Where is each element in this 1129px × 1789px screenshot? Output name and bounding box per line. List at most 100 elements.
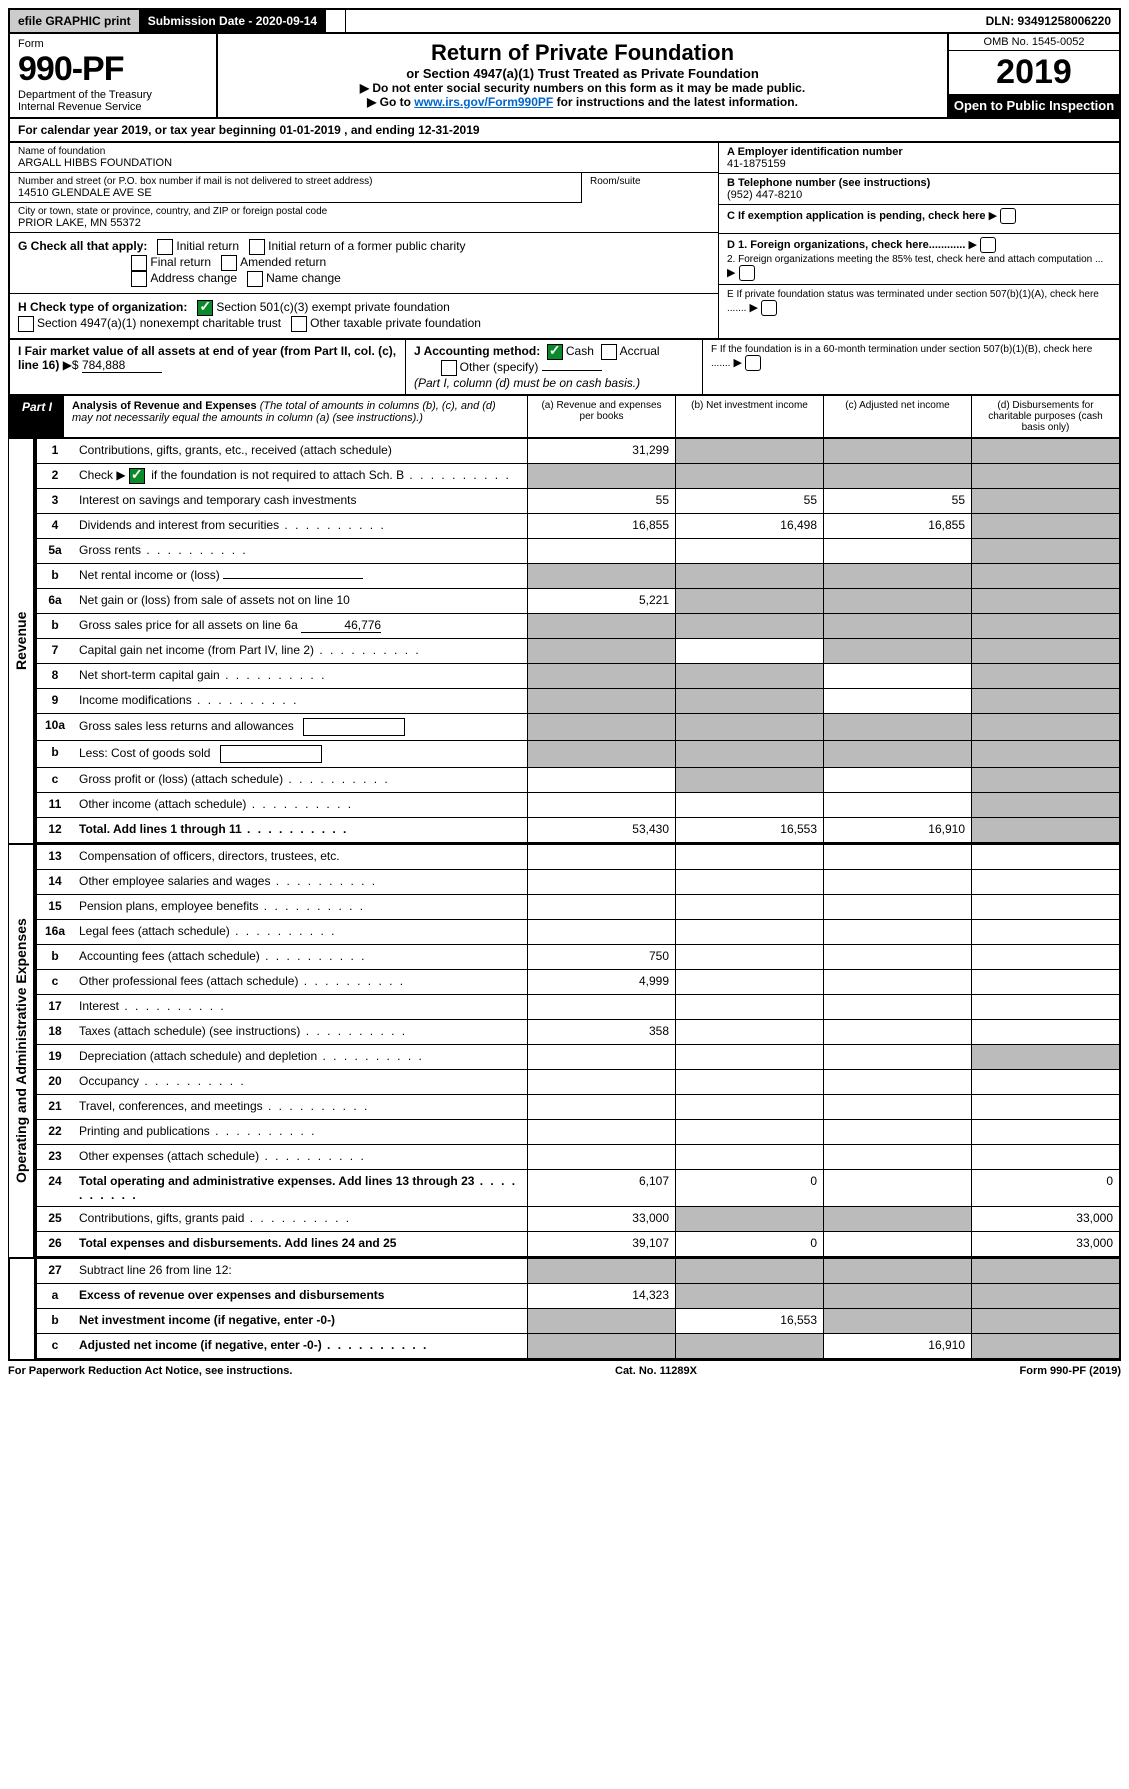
col-c-cell <box>823 1020 971 1044</box>
exemption-pending-checkbox[interactable] <box>1000 208 1016 224</box>
dept-irs: Internal Revenue Service <box>18 101 208 113</box>
col-b-cell <box>675 1020 823 1044</box>
col-b-cell <box>675 439 823 463</box>
col-c-cell <box>823 945 971 969</box>
table-row: c Adjusted net income (if negative, ente… <box>35 1334 1121 1359</box>
table-row: 25 Contributions, gifts, grants paid 33,… <box>35 1207 1121 1232</box>
h-check-row: H Check type of organization: Section 50… <box>10 293 718 338</box>
col-a-cell <box>527 1120 675 1144</box>
cash-checkbox[interactable] <box>547 344 563 360</box>
col-a-cell: 4,999 <box>527 970 675 994</box>
col-d-cell <box>971 1120 1119 1144</box>
form-label: Form <box>18 38 208 50</box>
col-b-cell <box>675 639 823 663</box>
col-a-cell: 33,000 <box>527 1207 675 1231</box>
line-desc: Contributions, gifts, grants paid <box>73 1207 527 1231</box>
501c3-checkbox[interactable] <box>197 300 213 316</box>
col-d-cell <box>971 945 1119 969</box>
table-row: 4 Dividends and interest from securities… <box>35 514 1121 539</box>
other-taxable-checkbox[interactable] <box>291 316 307 332</box>
table-row: c Other professional fees (attach schedu… <box>35 970 1121 995</box>
col-c-cell <box>823 589 971 613</box>
col-d-cell: 33,000 <box>971 1207 1119 1231</box>
final-return-checkbox[interactable] <box>131 255 147 271</box>
col-c-cell <box>823 920 971 944</box>
g-opt-4: Address change <box>150 271 237 285</box>
terminated-checkbox[interactable] <box>761 300 777 316</box>
col-a-cell <box>527 895 675 919</box>
col-d-cell <box>971 639 1119 663</box>
tax-year: 2019 <box>949 51 1119 94</box>
col-d-cell <box>971 895 1119 919</box>
spacer <box>326 10 346 32</box>
col-c-cell <box>823 768 971 792</box>
j-note: (Part I, column (d) must be on cash basi… <box>414 376 640 390</box>
line-num: 20 <box>37 1070 73 1094</box>
line-num: 9 <box>37 689 73 713</box>
phone-label: B Telephone number (see instructions) <box>727 177 930 189</box>
col-c-cell <box>823 870 971 894</box>
col-c-cell <box>823 895 971 919</box>
col-c-cell: 16,910 <box>823 818 971 842</box>
col-d-cell <box>971 768 1119 792</box>
line-desc: Accounting fees (attach schedule) <box>73 945 527 969</box>
line-desc: Other professional fees (attach schedule… <box>73 970 527 994</box>
col-d-cell <box>971 741 1119 767</box>
line-num: 4 <box>37 514 73 538</box>
initial-former-checkbox[interactable] <box>249 239 265 255</box>
form-subtitle: or Section 4947(a)(1) Trust Treated as P… <box>224 66 941 81</box>
foreign-org-checkbox[interactable] <box>980 237 996 253</box>
table-row: 17 Interest <box>35 995 1121 1020</box>
city-state-zip: PRIOR LAKE, MN 55372 <box>18 217 710 229</box>
col-b-cell: 0 <box>675 1170 823 1206</box>
line-desc: Gross sales price for all assets on line… <box>73 614 527 638</box>
amended-return-checkbox[interactable] <box>221 255 237 271</box>
accrual-checkbox[interactable] <box>601 344 617 360</box>
line-num: b <box>37 945 73 969</box>
line-num: 1 <box>37 439 73 463</box>
foreign-85-checkbox[interactable] <box>739 265 755 281</box>
line-desc: Check ▶ if the foundation is not require… <box>73 464 527 488</box>
address-change-checkbox[interactable] <box>131 271 147 287</box>
60month-checkbox[interactable] <box>745 355 761 371</box>
g-opt-5: Name change <box>266 271 341 285</box>
col-b-cell <box>675 741 823 767</box>
line-desc: Depreciation (attach schedule) and deple… <box>73 1045 527 1069</box>
table-row: 16a Legal fees (attach schedule) <box>35 920 1121 945</box>
col-d-cell <box>971 614 1119 638</box>
line-desc: Interest <box>73 995 527 1019</box>
col-b-cell <box>675 945 823 969</box>
irs-link[interactable]: www.irs.gov/Form990PF <box>414 95 553 109</box>
col-c-cell <box>823 714 971 740</box>
footer-left: For Paperwork Reduction Act Notice, see … <box>8 1365 292 1377</box>
line-num: b <box>37 741 73 767</box>
fmv-value: 784,888 <box>82 358 162 373</box>
col-a-cell: 16,855 <box>527 514 675 538</box>
col-d-cell <box>971 818 1119 842</box>
line-desc: Interest on savings and temporary cash i… <box>73 489 527 513</box>
col-d-cell <box>971 664 1119 688</box>
expenses-side-label: Operating and Administrative Expenses <box>8 845 35 1257</box>
table-row: 10a Gross sales less returns and allowan… <box>35 714 1121 741</box>
foreign-85-label: 2. Foreign organizations meeting the 85%… <box>727 254 1103 265</box>
line-num: 7 <box>37 639 73 663</box>
other-method-checkbox[interactable] <box>441 360 457 376</box>
initial-return-checkbox[interactable] <box>157 239 173 255</box>
name-change-checkbox[interactable] <box>247 271 263 287</box>
submission-date: Submission Date - 2020-09-14 <box>140 10 326 32</box>
ein-label: A Employer identification number <box>727 146 903 158</box>
line-num: b <box>37 614 73 638</box>
col-d-cell <box>971 464 1119 488</box>
col-a-cell: 31,299 <box>527 439 675 463</box>
col-c-cell: 55 <box>823 489 971 513</box>
col-c-cell <box>823 1259 971 1283</box>
j-label: J Accounting method: <box>414 344 540 358</box>
4947a1-checkbox[interactable] <box>18 316 34 332</box>
col-b-cell <box>675 689 823 713</box>
name-label: Name of foundation <box>18 146 710 157</box>
terminated-label: E If private foundation status was termi… <box>727 289 1099 314</box>
ijf-row: I Fair market value of all assets at end… <box>8 340 1121 396</box>
line-desc: Net rental income or (loss) <box>73 564 527 588</box>
col-c-cell <box>823 1284 971 1308</box>
col-d-cell <box>971 920 1119 944</box>
